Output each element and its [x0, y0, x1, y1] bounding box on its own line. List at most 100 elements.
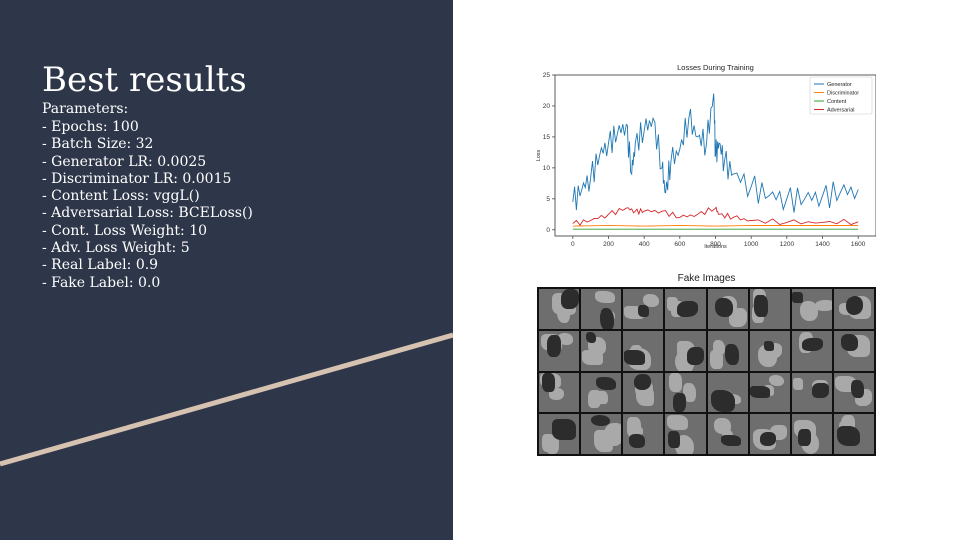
- x-tick-label: 800: [710, 241, 721, 248]
- param-adv-loss-weight: - Adv. Loss Weight: 5: [42, 240, 190, 257]
- fake-image-tile: [623, 372, 664, 413]
- series-line-generator: [572, 93, 859, 213]
- pore-shape: [552, 418, 576, 441]
- param-discriminator-lr: - Discriminator LR: 0.0015: [42, 170, 232, 187]
- pore-shape: [792, 291, 803, 303]
- grain-shape: [666, 414, 688, 431]
- pore-shape: [725, 343, 739, 365]
- x-axis-label: Iterations: [704, 244, 727, 250]
- legend-label-discriminator: Discriminator: [827, 91, 859, 97]
- grain-shape: [682, 382, 696, 403]
- fake-image-tile: [833, 414, 874, 454]
- pore-shape: [850, 380, 864, 399]
- fake-image-tile: [707, 414, 748, 454]
- fake-image-tile: [581, 414, 622, 454]
- param-generator-lr: - Generator LR: 0.0025: [42, 153, 207, 170]
- grain-shape: [595, 290, 616, 303]
- pore-shape: [672, 392, 686, 413]
- y-tick-label: 10: [543, 165, 551, 172]
- fake-images-title: Fake Images: [677, 273, 736, 284]
- legend-label-adversarial: Adversarial: [827, 108, 855, 114]
- grain-shape: [596, 390, 608, 405]
- pore-shape: [812, 383, 829, 399]
- fake-image-tile: [833, 372, 874, 413]
- grain-shape: [799, 300, 818, 321]
- fake-image-tile: [791, 372, 832, 413]
- pore-shape: [595, 377, 617, 391]
- fake-image-tile: [581, 289, 622, 329]
- grain-shape: [713, 339, 725, 355]
- fake-image-tile: [539, 289, 580, 329]
- pore-shape: [715, 298, 733, 317]
- grain-shape: [541, 433, 555, 452]
- pore-shape: [667, 430, 681, 449]
- pore-shape: [634, 374, 651, 391]
- param-content-loss: - Content Loss: vggL(): [42, 188, 200, 205]
- pore-shape: [676, 301, 698, 317]
- fake-image-tile: [707, 372, 748, 413]
- grain-shape: [666, 297, 678, 311]
- pore-shape: [845, 296, 864, 315]
- grain-shape: [714, 417, 732, 435]
- fake-image-tile: [791, 289, 832, 329]
- pore-shape: [753, 294, 768, 317]
- pore-shape: [836, 425, 860, 447]
- fake-image-tile: [581, 372, 622, 413]
- x-tick-label: 1600: [851, 241, 866, 248]
- pore-shape: [590, 415, 611, 427]
- chart-title: Losses During Training: [677, 63, 754, 72]
- x-tick-label: 1000: [744, 241, 759, 248]
- param-fake-label: - Fake Label: 0.0: [42, 274, 161, 291]
- legend-box: [809, 76, 873, 115]
- fake-image-tile: [833, 289, 874, 329]
- x-tick-label: 200: [603, 241, 614, 248]
- param-cont-loss-weight: - Cont. Loss Weight: 10: [42, 222, 208, 239]
- grain-shape: [668, 372, 682, 393]
- x-tick-label: 400: [639, 241, 650, 248]
- pore-shape: [798, 428, 811, 447]
- fake-image-tile: [749, 289, 790, 329]
- fake-image-tile: [665, 330, 706, 371]
- grain-shape: [710, 350, 724, 369]
- param-epochs: - Epochs: 100: [42, 119, 139, 135]
- fake-image-tile: [707, 289, 748, 329]
- pore-shape: [721, 435, 741, 447]
- fake-images-grid: [537, 287, 876, 456]
- fake-image-tile: [665, 414, 706, 454]
- fake-image-tile: [623, 414, 664, 454]
- pore-shape: [759, 432, 776, 447]
- accent-stroke: [0, 332, 453, 467]
- fake-image-tile: [581, 330, 622, 371]
- fake-image-tile: [749, 414, 790, 454]
- fake-image-tile: [707, 330, 748, 371]
- y-tick-label: 5: [546, 196, 550, 203]
- series-line-discriminator: [572, 225, 859, 227]
- slide-title: Best results: [42, 60, 247, 100]
- pore-shape: [629, 434, 646, 449]
- fake-image-tile: [539, 330, 580, 371]
- pore-shape: [749, 386, 770, 399]
- param-real-label: - Real Label: 0.9: [42, 257, 159, 274]
- grain-shape: [792, 378, 804, 391]
- fake-image-tile: [791, 414, 832, 454]
- fake-image-tile: [539, 414, 580, 454]
- legend-label-content: Content: [827, 99, 847, 105]
- parameters-list: - Epochs: 100 - Batch Size: 32 - Generat…: [42, 119, 253, 292]
- grain-shape: [768, 374, 785, 387]
- y-tick-label: 20: [543, 103, 551, 110]
- pore-shape: [711, 389, 735, 413]
- legend-label-generator: Generator: [827, 82, 852, 88]
- fake-image-tile: [623, 330, 664, 371]
- pore-shape: [547, 334, 562, 357]
- fake-image-tile: [749, 330, 790, 371]
- grain-shape: [628, 425, 643, 437]
- y-tick-label: 0: [546, 227, 550, 234]
- grain-shape: [729, 308, 747, 327]
- x-tick-label: 0: [571, 241, 575, 248]
- param-adversarial-loss: - Adversarial Loss: BCELoss(): [42, 205, 253, 222]
- fake-image-tile: [833, 330, 874, 371]
- parameters-label: Parameters:: [42, 101, 129, 117]
- pore-shape: [542, 372, 556, 393]
- fake-image-tile: [623, 289, 664, 329]
- x-tick-label: 1400: [815, 241, 830, 248]
